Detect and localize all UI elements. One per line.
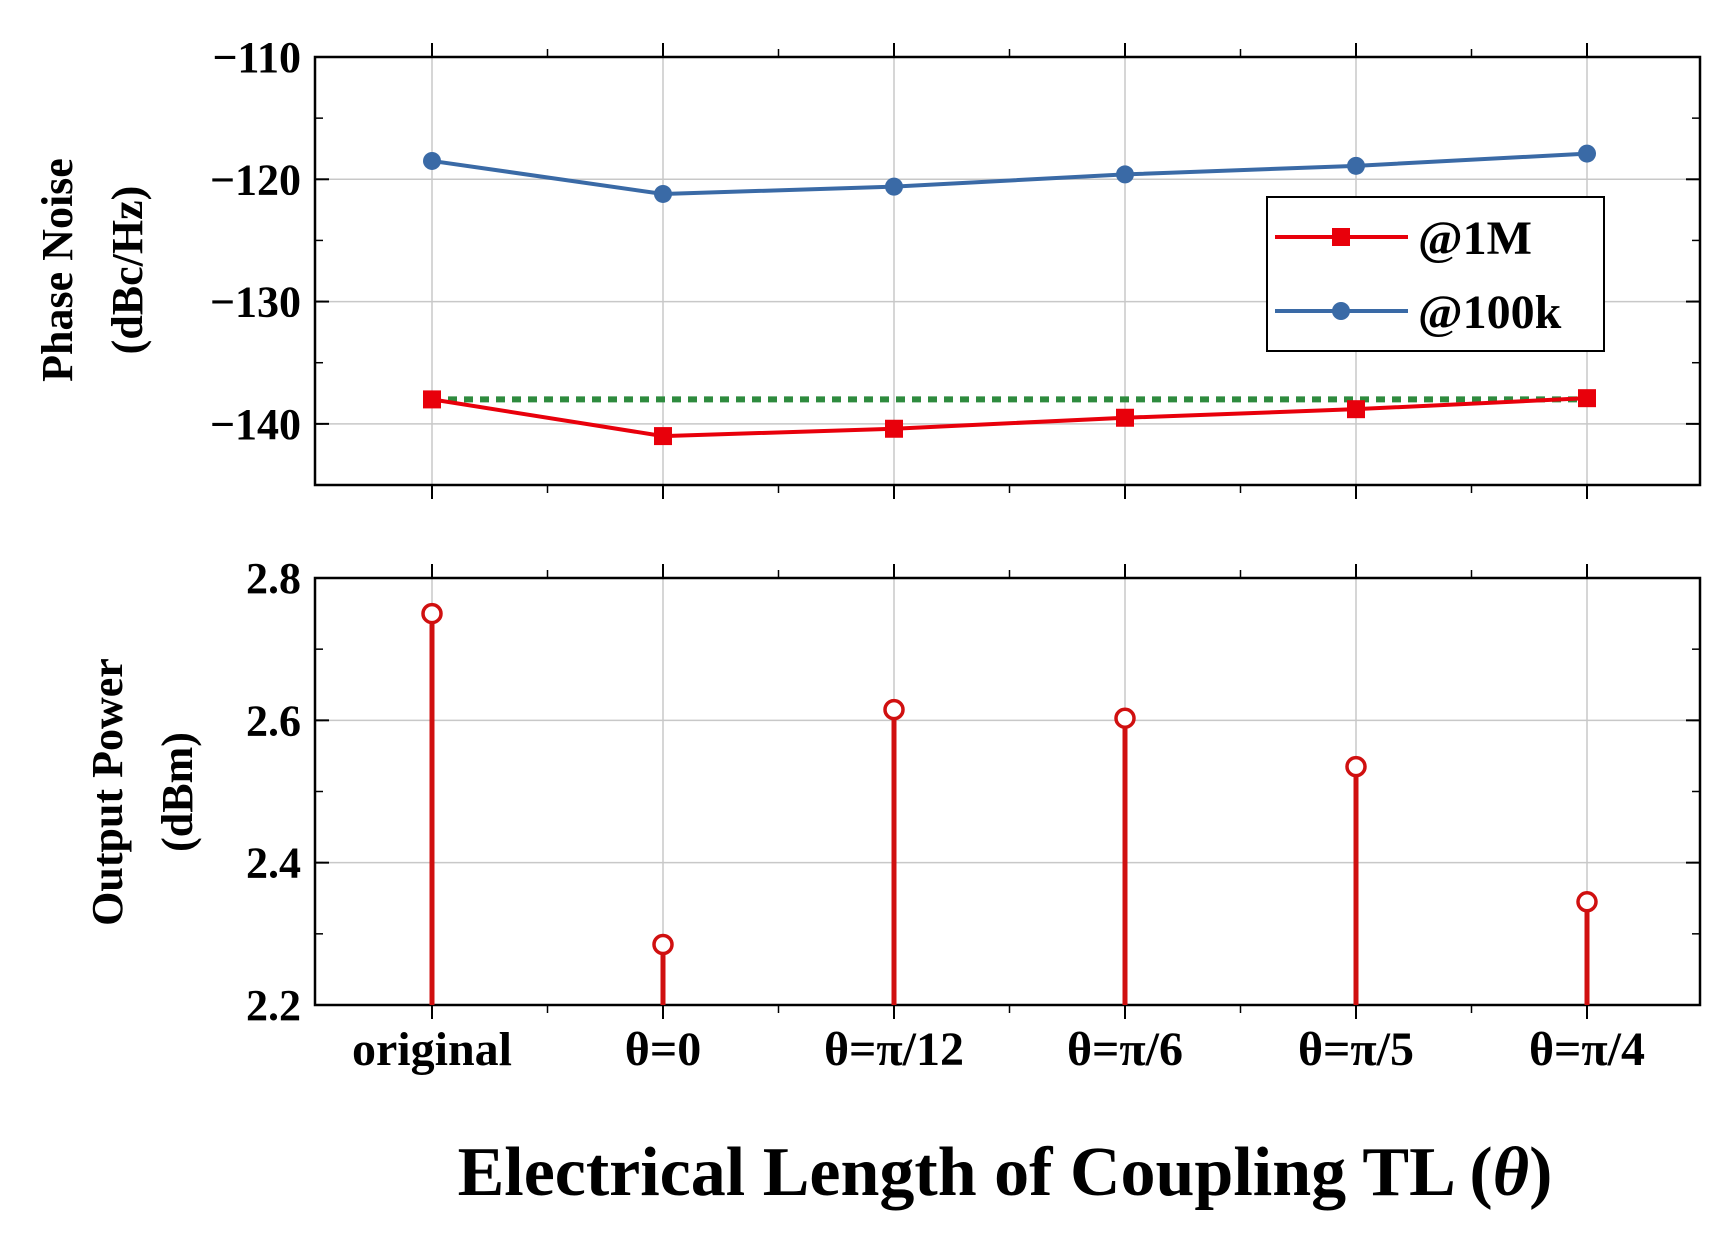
point-1M-2: [885, 419, 903, 438]
point-1M-4: [1347, 400, 1365, 419]
x-tick-label-0: original: [352, 1023, 512, 1076]
bottom-frame: [313, 576, 1702, 1007]
x-axis-title-theta: θ: [1493, 1134, 1529, 1211]
legend-label-@1M: @1M: [1418, 212, 1532, 265]
x-tick-labels: original θ=0 θ=π/12 θ=π/6 θ=π/5 θ=π/4: [352, 1023, 1645, 1076]
bottom-ytick-label-0: 2.2: [246, 981, 301, 1030]
point-100k-0: [423, 151, 441, 170]
legend-marker-@1M: [1332, 228, 1350, 246]
output-power-panel: 2.2 2.4 2.6 2.8 Output Power (dBm): [83, 554, 1702, 1030]
legend: @1M @100k: [1266, 196, 1605, 352]
point-1M-0: [423, 390, 441, 409]
top-axes-frame: [313, 43, 1702, 499]
legend-marker-@100k: [1332, 302, 1350, 320]
phase-noise-series: [423, 144, 1596, 446]
point-100k-1: [654, 184, 672, 203]
point-100k-4: [1347, 156, 1365, 175]
output-power-stems: [421, 602, 1598, 1005]
point-100k-5: [1578, 144, 1596, 163]
top-y-axis-title: Phase Noise: [33, 158, 82, 382]
bottom-ytick-label-1: 2.4: [246, 839, 301, 888]
stem-marker-5: [1576, 891, 1598, 913]
bottom-y-tick-labels: 2.2 2.4 2.6 2.8: [246, 554, 301, 1030]
point-100k-3: [1116, 165, 1134, 184]
top-ytick-label-1: −120: [210, 155, 301, 204]
stem-marker-0: [421, 602, 443, 625]
bottom-y-axis-unit: (dBm): [153, 732, 202, 852]
top-y-axis-unit: (dBc/Hz): [103, 186, 152, 355]
bottom-y-axis-title: Output Power: [83, 658, 132, 926]
stem-marker-2: [883, 698, 905, 721]
legend-box: [1266, 196, 1605, 352]
series-line-@100k: [431, 151, 1588, 196]
x-tick-label-3: θ=π/6: [1067, 1023, 1183, 1076]
point-1M-1: [654, 427, 672, 446]
top-ytick-label-3: −140: [210, 400, 301, 449]
top-ytick-label-2: −130: [210, 278, 301, 327]
point-1M-5: [1578, 389, 1596, 408]
stem-marker-4: [1345, 755, 1367, 778]
top-y-tick-labels: −110 −120 −130 −140: [210, 33, 301, 449]
x-tick-label-4: θ=π/5: [1298, 1023, 1414, 1076]
point-100k-2: [885, 177, 903, 196]
stem-marker-1: [652, 933, 674, 956]
series-line-@1M: [431, 396, 1588, 439]
bottom-axes-frame: [313, 564, 1702, 1019]
x-tick-label-5: θ=π/4: [1529, 1023, 1645, 1076]
point-1M-3: [1116, 408, 1134, 427]
top-ytick-label-0: −110: [212, 33, 301, 82]
x-axis-title: Electrical Length of Coupling TL (θ): [458, 1134, 1553, 1211]
x-tick-label-1: θ=0: [625, 1023, 701, 1076]
x-tick-label-2: θ=π/12: [824, 1023, 964, 1076]
bottom-ytick-label-2: 2.6: [246, 696, 301, 745]
x-axis-title-main: Electrical Length of Coupling TL (: [458, 1134, 1493, 1211]
stem-marker-3: [1114, 707, 1136, 729]
bottom-ytick-label-3: 2.8: [246, 554, 301, 603]
top-frame: [313, 55, 1702, 487]
x-axis-title-close: ): [1529, 1134, 1552, 1211]
bottom-gridlines: [315, 577, 1700, 1006]
legend-label-@100k: @100k: [1418, 286, 1562, 339]
phase-noise-panel: −110 −120 −130 −140 Phase Noise (dBc/Hz) @1…: [33, 33, 1702, 499]
